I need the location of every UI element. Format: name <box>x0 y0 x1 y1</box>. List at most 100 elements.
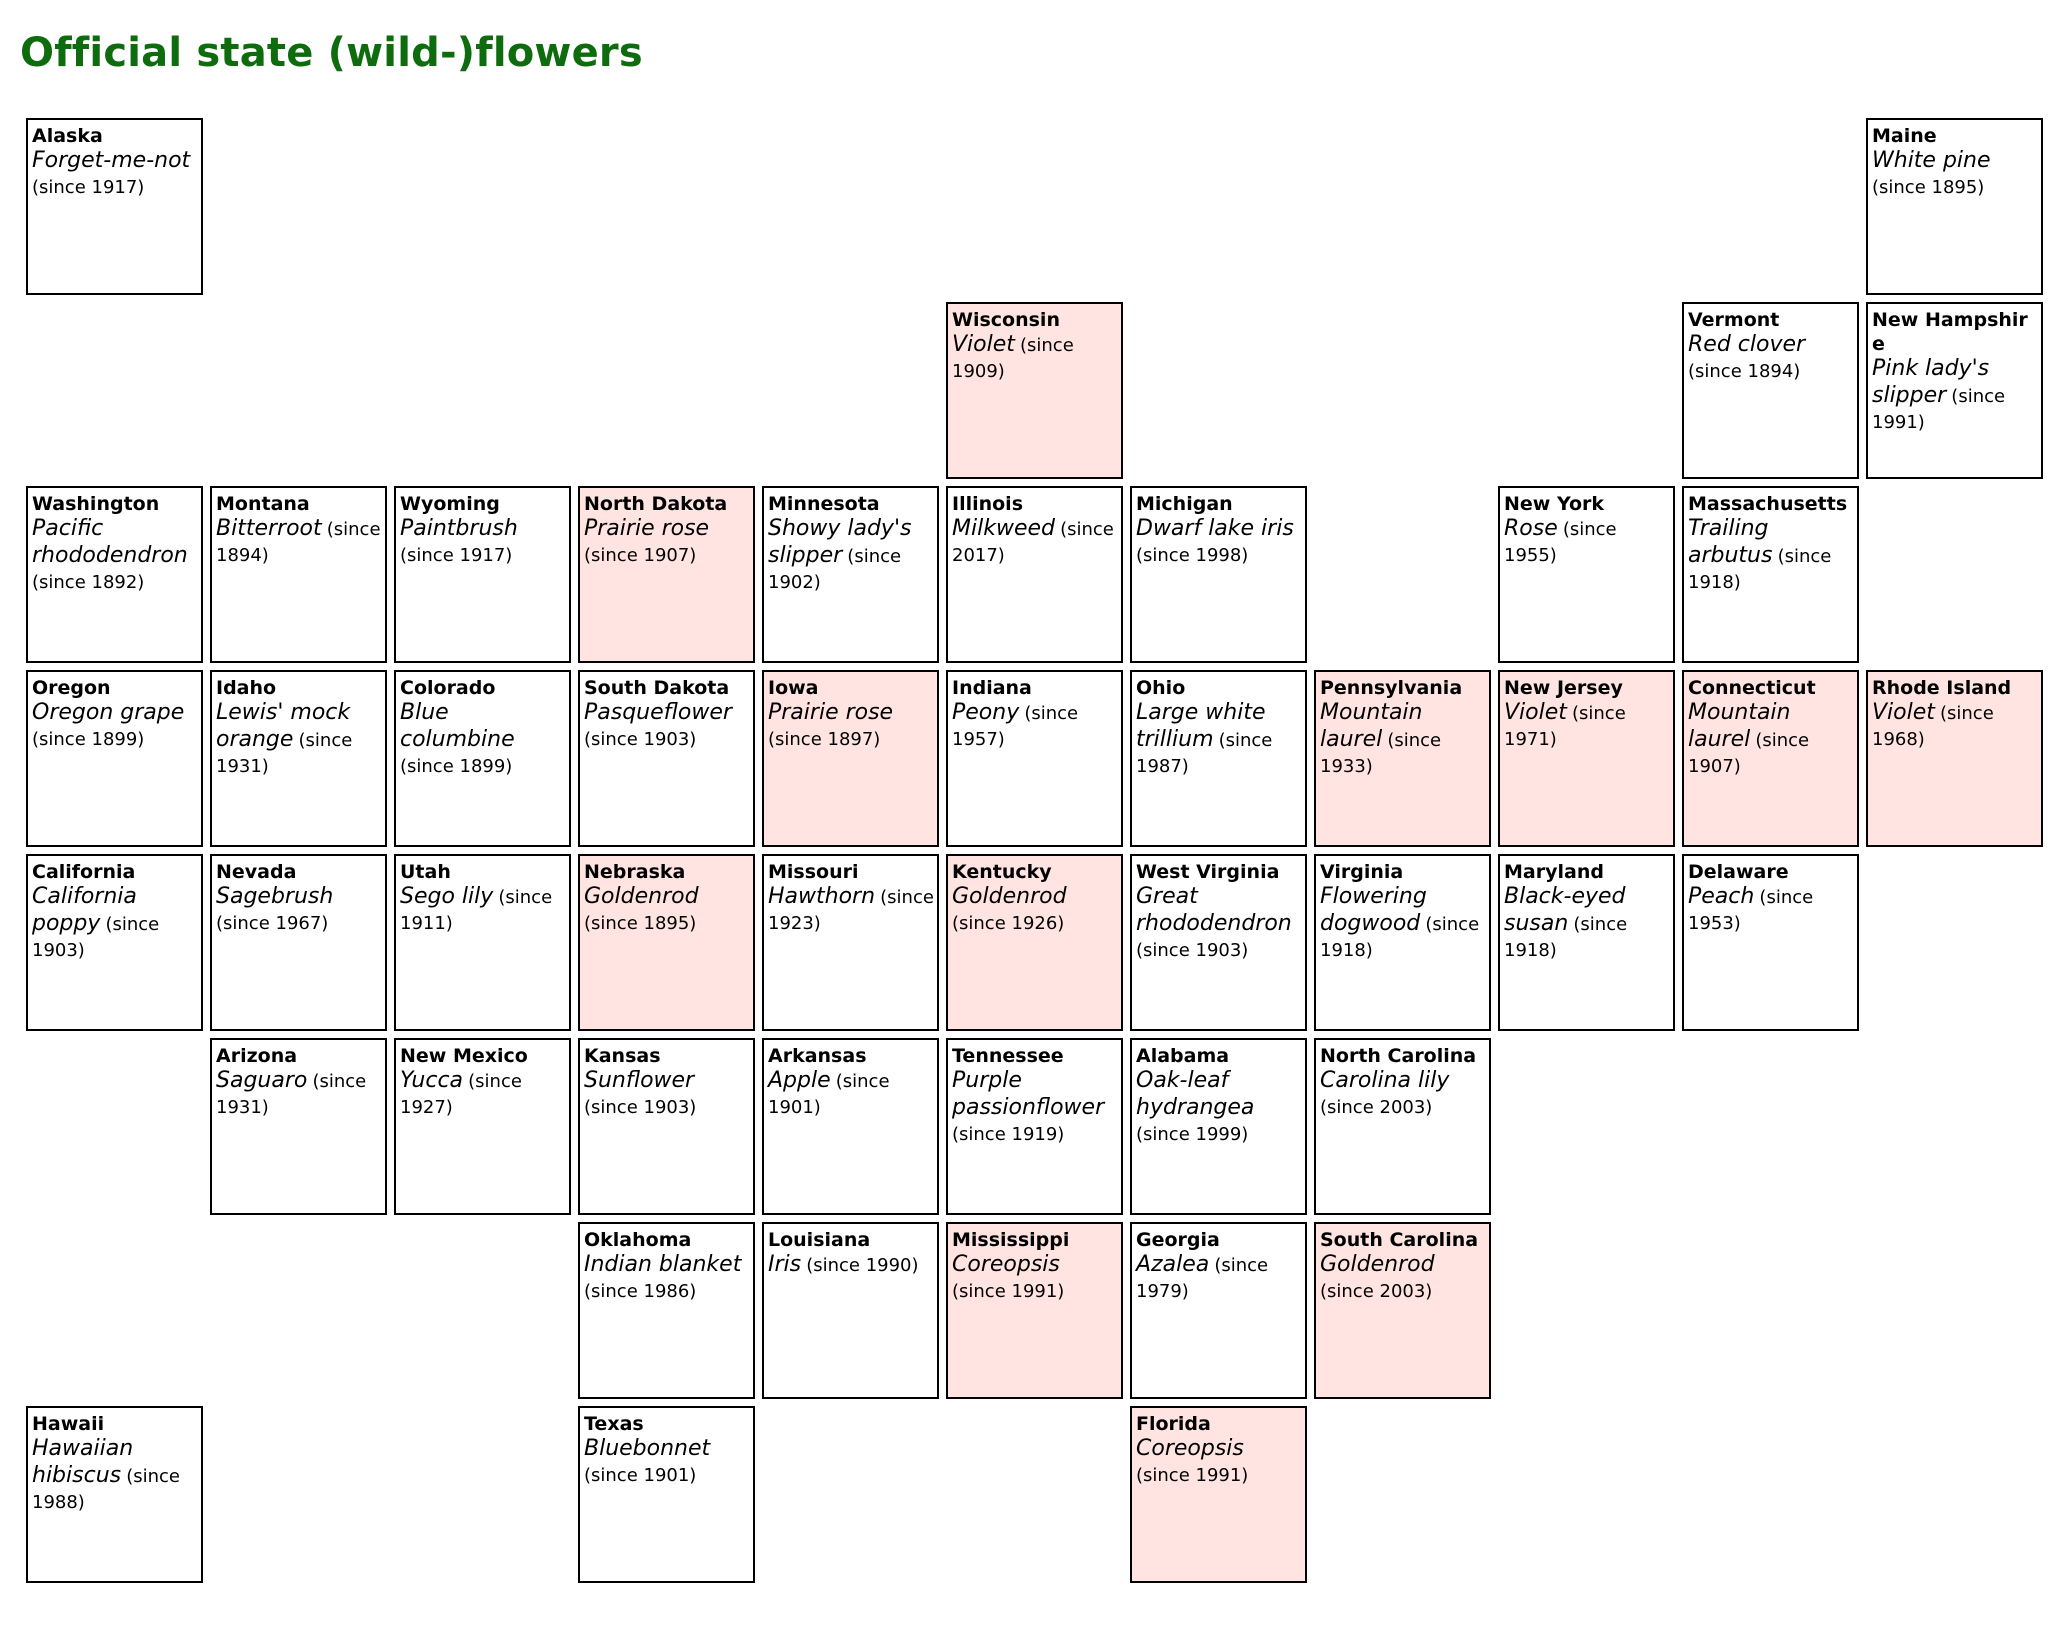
state-tile-north-carolina: North Carolina Carolina lily (since 2003) <box>1314 1038 1491 1215</box>
state-tile-alaska: Alaska Forget-me-not (since 1917) <box>26 118 203 295</box>
flower-info: Sunflower (since 1903) <box>584 1068 750 1121</box>
flower-name: Milkweed <box>952 516 1055 541</box>
since-year: (since 1918) <box>1504 914 1628 961</box>
flower-name: Sunflower <box>584 1068 695 1093</box>
since-year: (since 1968) <box>1872 703 1994 750</box>
flower-name: Hawaiian hibiscus <box>32 1436 134 1488</box>
state-tile-kentucky: Kentucky Goldenrod (since 1926) <box>946 854 1123 1031</box>
since-year: (since 1903) <box>32 914 160 961</box>
since-year: (since 1917) <box>400 545 513 566</box>
state-tile-louisiana: Louisiana Iris (since 1990) <box>762 1222 939 1399</box>
state-name: Minnesota <box>768 493 880 515</box>
flower-info: Red clover (since 1894) <box>1688 332 1854 385</box>
flower-info: Goldenrod (since 2003) <box>1320 1252 1486 1305</box>
state-name: Louisiana <box>768 1229 871 1251</box>
state-tile-south-carolina: South Carolina Goldenrod (since 2003) <box>1314 1222 1491 1399</box>
state-tile-connecticut: Connecticut Mountain laurel (since 1907) <box>1682 670 1859 847</box>
flower-info: Trailing arbutus (since 1918) <box>1688 516 1854 596</box>
since-year: (since 1902) <box>768 546 902 593</box>
state-name: Rhode Island <box>1872 677 2012 699</box>
flower-name: Goldenrod <box>1320 1252 1435 1277</box>
flower-info: Goldenrod (since 1926) <box>952 884 1118 937</box>
since-year: (since 1971) <box>1504 703 1626 750</box>
state-tile-california: California California poppy (since 1903) <box>26 854 203 1031</box>
state-name: California <box>32 861 136 883</box>
since-year: (since 1931) <box>216 1071 367 1118</box>
since-year: (since 1903) <box>584 729 697 750</box>
flower-info: Hawaiian hibiscus (since 1988) <box>32 1436 198 1516</box>
state-name: Texas <box>584 1413 644 1435</box>
state-name: Massachusetts <box>1688 493 1848 515</box>
state-tile-wisconsin: Wisconsin Violet (since 1909) <box>946 302 1123 479</box>
flower-name: Trailing arbutus <box>1688 516 1773 568</box>
state-name: Illinois <box>952 493 1024 515</box>
flower-name: Great rhododendron <box>1136 884 1292 936</box>
since-year: (since 1931) <box>216 730 353 777</box>
state-name: West Virginia <box>1136 861 1280 883</box>
state-tile-arizona: Arizona Saguaro (since 1931) <box>210 1038 387 1215</box>
flower-name: Mountain laurel <box>1320 700 1423 752</box>
state-tile-kansas: Kansas Sunflower (since 1903) <box>578 1038 755 1215</box>
since-year: (since 1903) <box>584 1097 697 1118</box>
since-year: (since 1894) <box>1688 361 1801 382</box>
state-name: New Jersey <box>1504 677 1623 699</box>
flower-name: Coreopsis <box>952 1252 1060 1277</box>
since-year: (since 2003) <box>1320 1097 1433 1118</box>
state-name: Mississippi <box>952 1229 1070 1251</box>
flower-name: Showy lady's slipper <box>768 516 912 568</box>
flower-info: Black-eyed susan (since 1918) <box>1504 884 1670 964</box>
state-tile-montana: Montana Bitterroot (since 1894) <box>210 486 387 663</box>
state-tile-idaho: Idaho Lewis' mock orange (since 1931) <box>210 670 387 847</box>
flower-name: Lewis' mock orange <box>216 700 351 752</box>
state-tile-virginia: Virginia Flowering dogwood (since 1918) <box>1314 854 1491 1031</box>
state-tile-missouri: Missouri Hawthorn (since 1923) <box>762 854 939 1031</box>
state-name: Kentucky <box>952 861 1052 883</box>
state-name: Iowa <box>768 677 819 699</box>
state-name: Ohio <box>1136 677 1186 699</box>
flower-name: Azalea <box>1136 1252 1210 1277</box>
state-tile-indiana: Indiana Peony (since 1957) <box>946 670 1123 847</box>
state-tile-massachusetts: Massachusetts Trailing arbutus (since 191… <box>1682 486 1859 663</box>
flower-info: Sagebrush (since 1967) <box>216 884 382 937</box>
since-year: (since 1899) <box>400 756 513 777</box>
since-year: (since 1892) <box>32 572 145 593</box>
since-year: (since 2003) <box>1320 1281 1433 1302</box>
state-name: Virginia <box>1320 861 1404 883</box>
since-year: (since 1918) <box>1688 546 1832 593</box>
since-year: (since 1998) <box>1136 545 1249 566</box>
state-name: North Carolina <box>1320 1045 1477 1067</box>
flower-name: Pink lady's slipper <box>1872 356 1990 408</box>
state-tile-delaware: Delaware Peach (since 1953) <box>1682 854 1859 1031</box>
flower-name: Forget-me-not <box>32 148 191 173</box>
state-name: Pennsylvania <box>1320 677 1463 699</box>
state-name: Alaska <box>32 125 103 147</box>
since-year: (since 1917) <box>32 177 145 198</box>
flower-info: Mountain laurel (since 1933) <box>1320 700 1486 780</box>
flower-name: Black-eyed susan <box>1504 884 1626 936</box>
state-tile-pennsylvania: Pennsylvania Mountain laurel (since 1933) <box>1314 670 1491 847</box>
state-name: Delaware <box>1688 861 1789 883</box>
since-year: (since 1899) <box>32 729 145 750</box>
flower-name: Saguaro <box>216 1068 308 1093</box>
since-year: (since 1894) <box>216 519 381 566</box>
flower-name: Violet <box>952 332 1015 357</box>
state-name: Connecticut <box>1688 677 1816 699</box>
state-name: Wyoming <box>400 493 500 515</box>
flower-info: Iris (since 1990) <box>768 1252 934 1279</box>
state-name: Oklahoma <box>584 1229 692 1251</box>
flower-info: Oak-leaf hydrangea (since 1999) <box>1136 1068 1302 1148</box>
state-name: Hawaii <box>32 1413 105 1435</box>
state-name: Tennessee <box>952 1045 1064 1067</box>
flower-name: Flowering dogwood <box>1320 884 1427 936</box>
flower-info: Dwarf lake iris (since 1998) <box>1136 516 1302 569</box>
state-name: Vermont <box>1688 309 1780 331</box>
flower-info: White pine (since 1895) <box>1872 148 2038 201</box>
state-tile-maine: Maine White pine (since 1895) <box>1866 118 2043 295</box>
state-tile-iowa: Iowa Prairie rose (since 1897) <box>762 670 939 847</box>
flower-name: Goldenrod <box>584 884 699 909</box>
since-year: (since 1957) <box>952 703 1079 750</box>
state-name: Kansas <box>584 1045 661 1067</box>
flower-name: Pasqueflower <box>584 700 732 725</box>
state-name: New Mexico <box>400 1045 528 1067</box>
flower-name: Rose <box>1504 516 1558 541</box>
